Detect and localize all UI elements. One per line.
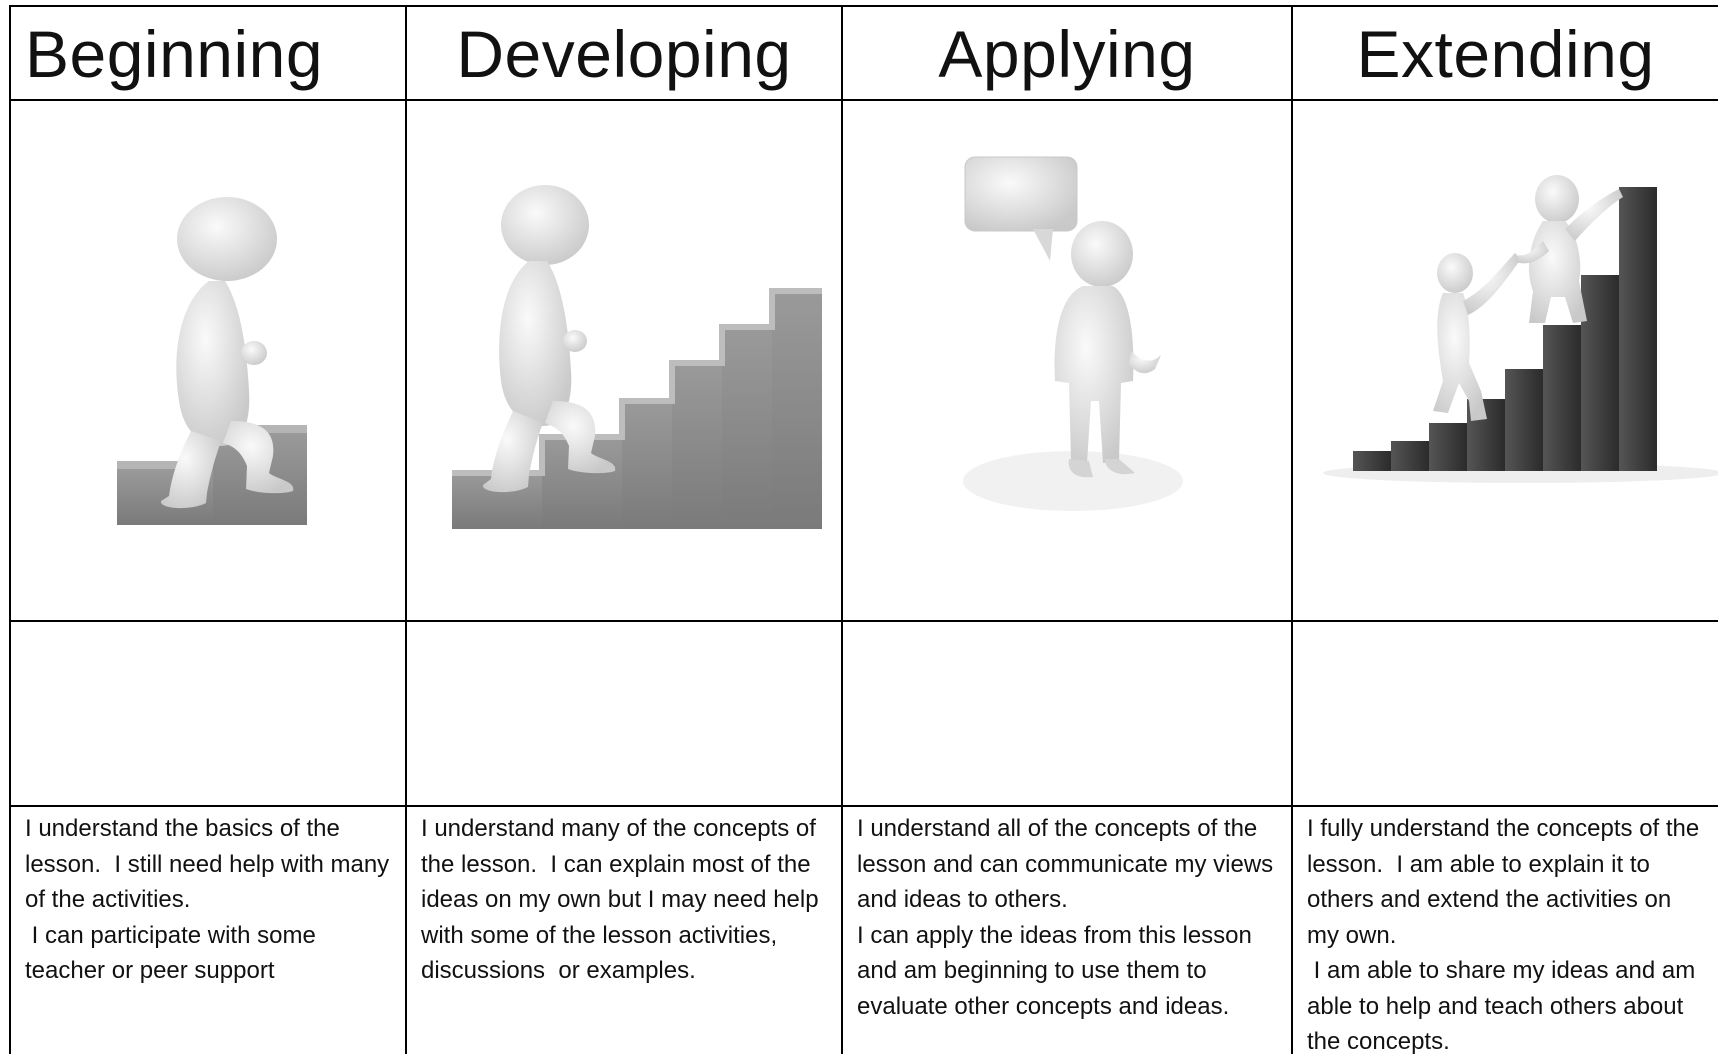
description-paragraph: I fully understand the concepts of the l… xyxy=(1307,815,1706,949)
column: Beginning I understand the basics of the… xyxy=(9,5,405,1054)
illustration-stairs xyxy=(452,185,822,529)
illustration-speaker xyxy=(963,156,1183,511)
column: Applying I understand all of the concept… xyxy=(841,5,1291,1054)
illustration-cell xyxy=(407,101,841,622)
column: Developing I understand many of the conc… xyxy=(405,5,841,1054)
column-heading: Beginning xyxy=(11,7,405,101)
description-paragraph: I am able to share my ideas and am able … xyxy=(1307,957,1702,1055)
column: Extending I fully understand the concept… xyxy=(1291,5,1718,1055)
description: I understand the basics of the lesson. I… xyxy=(11,807,405,1054)
illustration-helping xyxy=(1323,175,1718,483)
empty-cell xyxy=(407,622,841,807)
description: I understand all of the concepts of the … xyxy=(843,807,1291,1054)
illustration-cell xyxy=(11,101,405,622)
illustration-cell xyxy=(843,101,1291,622)
illustration-cell xyxy=(1293,101,1718,622)
column-heading: Developing xyxy=(407,7,841,101)
illustration-climber xyxy=(117,197,307,525)
empty-cell xyxy=(1293,622,1718,807)
description-paragraph: I understand the basics of the lesson. I… xyxy=(25,815,396,913)
description-paragraph: I can apply the ideas from this lesson a… xyxy=(857,921,1259,1020)
description-paragraph: I understand many of the concepts of the… xyxy=(421,815,826,984)
description-paragraph: I understand all of the concepts of the … xyxy=(857,815,1280,913)
description: I understand many of the concepts of the… xyxy=(407,807,841,1054)
description: I fully understand the concepts of the l… xyxy=(1293,807,1718,1055)
empty-cell xyxy=(843,622,1291,807)
column-heading: Applying xyxy=(843,7,1291,101)
column-heading: Extending xyxy=(1293,7,1718,101)
empty-cell xyxy=(11,622,405,807)
description-paragraph: I can participate with some teacher or p… xyxy=(25,921,323,985)
